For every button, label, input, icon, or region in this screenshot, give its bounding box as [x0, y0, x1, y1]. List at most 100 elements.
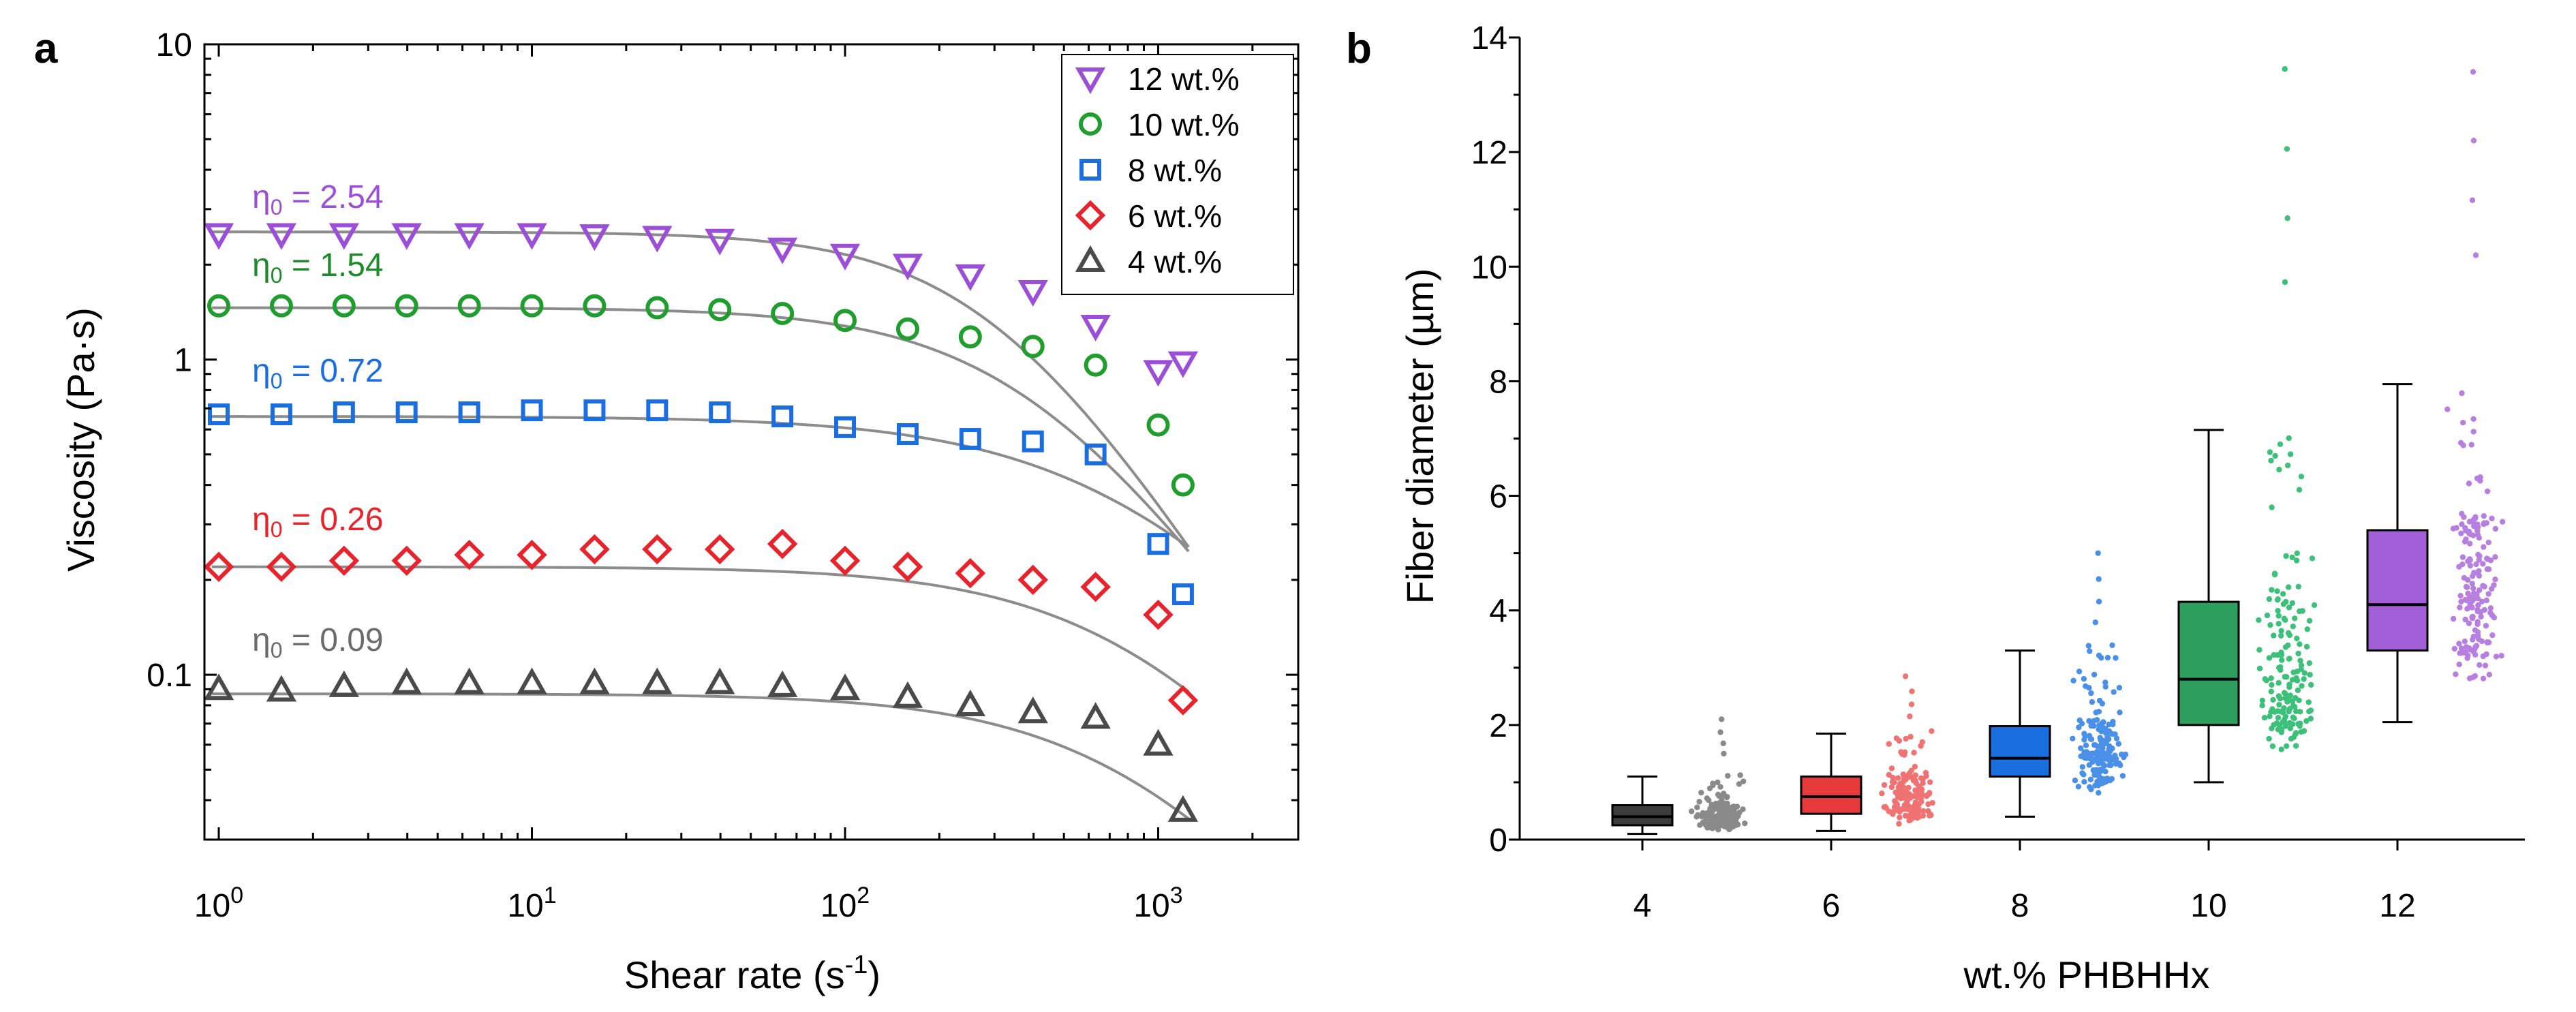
jitter-point	[2290, 669, 2297, 675]
jitter-point	[1721, 791, 1727, 797]
data-point	[395, 294, 418, 318]
jitter-point	[2102, 679, 2109, 686]
data-point	[454, 540, 485, 570]
jitter-point	[1710, 780, 1716, 786]
jitter-point	[2286, 435, 2292, 442]
jitter-point	[2267, 449, 2273, 455]
jitter-point	[2487, 609, 2494, 616]
data-point	[457, 294, 481, 318]
jitter-point	[2101, 753, 2107, 759]
jitter-point	[2294, 635, 2300, 641]
data-point	[645, 296, 669, 320]
data-point	[955, 689, 985, 716]
jitter-point	[2275, 621, 2282, 627]
jitter-point	[2293, 730, 2299, 736]
data-point	[771, 301, 795, 325]
jitter-point	[1698, 789, 1704, 796]
jitter-point	[2483, 597, 2489, 604]
data-point	[709, 401, 731, 424]
data-point	[391, 667, 422, 694]
jitter-point	[2482, 662, 2489, 669]
jitter-point	[1901, 749, 1908, 755]
y-axis-title-a: Viscosity (Pa·s)	[59, 307, 102, 572]
jitter-point	[2311, 602, 2318, 609]
data-point	[454, 667, 485, 694]
jitter-point	[2092, 756, 2098, 763]
jitter-point	[2469, 581, 2475, 587]
jitter-point	[2459, 510, 2465, 517]
jitter-point	[2489, 632, 2496, 639]
box	[1800, 776, 1862, 815]
fit-line	[211, 565, 1190, 693]
jitter-point	[1700, 819, 1706, 825]
jitter-point	[2459, 521, 2465, 527]
x-tick-label: 12	[2379, 888, 2415, 924]
jitter-point	[1719, 803, 1726, 809]
jitter-point	[2102, 730, 2109, 736]
jitter-point	[1725, 808, 1732, 814]
jitter-point	[1906, 771, 1913, 777]
jitter-point	[1693, 814, 1700, 820]
data-point	[642, 534, 673, 565]
jitter-point	[1717, 729, 1723, 735]
data-point	[1167, 795, 1199, 822]
data-point	[767, 237, 798, 264]
data-point	[646, 399, 669, 422]
jitter-point	[2076, 724, 2082, 731]
eta0-annotations: η0 = 2.54 η0 = 1.54 η0 = 0.72 η0 = 0.26 …	[252, 179, 384, 662]
data-point	[517, 667, 547, 694]
jitter-point	[1912, 803, 1918, 809]
jitter-point	[2456, 641, 2462, 647]
x-tick-label: 103	[1133, 883, 1182, 924]
jitter-point	[2479, 598, 2485, 604]
data-point	[767, 670, 798, 697]
legend-marker	[1075, 200, 1106, 231]
fiber-diameter-chart: 0 2 4 6 8 10 12 14 4 6 8 10 12 wt.% PHBH…	[1398, 20, 2525, 996]
jitter-point	[2269, 681, 2275, 688]
jitter-point	[2087, 751, 2094, 757]
legend-label: 6 wt.%	[1128, 198, 1222, 234]
data-point	[517, 540, 547, 570]
data-point	[1143, 360, 1174, 387]
y-tick-label: 0.1	[147, 658, 192, 694]
jitter-point	[2289, 554, 2295, 561]
data-point	[521, 399, 543, 422]
jitter-point	[2290, 714, 2296, 720]
jitter-point	[1892, 798, 1898, 804]
jitter-point	[2269, 725, 2275, 732]
jitter-point	[1908, 701, 1915, 707]
box	[2177, 600, 2240, 726]
jitter-point	[2275, 726, 2281, 733]
data-point	[642, 226, 673, 253]
jitter-point	[1902, 673, 1909, 679]
jitter-point	[2102, 684, 2109, 690]
data-point	[454, 223, 485, 250]
jitter-point	[1916, 790, 1922, 796]
jitter-point	[2298, 662, 2305, 669]
jitter-point	[2472, 514, 2479, 520]
jitter-point	[2483, 651, 2489, 658]
data-point	[203, 673, 234, 701]
jitter-point	[2474, 633, 2481, 639]
jitter-point	[2484, 639, 2490, 646]
jitter-point	[2081, 676, 2087, 682]
data-point	[829, 545, 861, 577]
jitter-point	[1923, 773, 1929, 780]
jitter-point	[1907, 714, 1913, 720]
jitter-point	[1895, 775, 1901, 781]
jitter-point	[2309, 555, 2316, 562]
jitter-point	[2486, 671, 2492, 678]
jitter-point	[2460, 420, 2466, 426]
jitter-point	[2268, 675, 2274, 681]
data-point	[1147, 533, 1169, 555]
x-axis-title-b: wt.% PHBHHx	[1963, 953, 2210, 996]
x-tick-label: 100	[194, 883, 243, 924]
jitter-point	[2286, 604, 2293, 611]
jitter-point	[1704, 795, 1710, 801]
jitter-point	[2462, 616, 2468, 623]
jitter-point	[1721, 750, 1727, 757]
x-axis-title-a: Shear rate (s-1)	[624, 951, 880, 996]
jitter-point	[2476, 568, 2482, 574]
jitter-point	[2308, 681, 2314, 688]
